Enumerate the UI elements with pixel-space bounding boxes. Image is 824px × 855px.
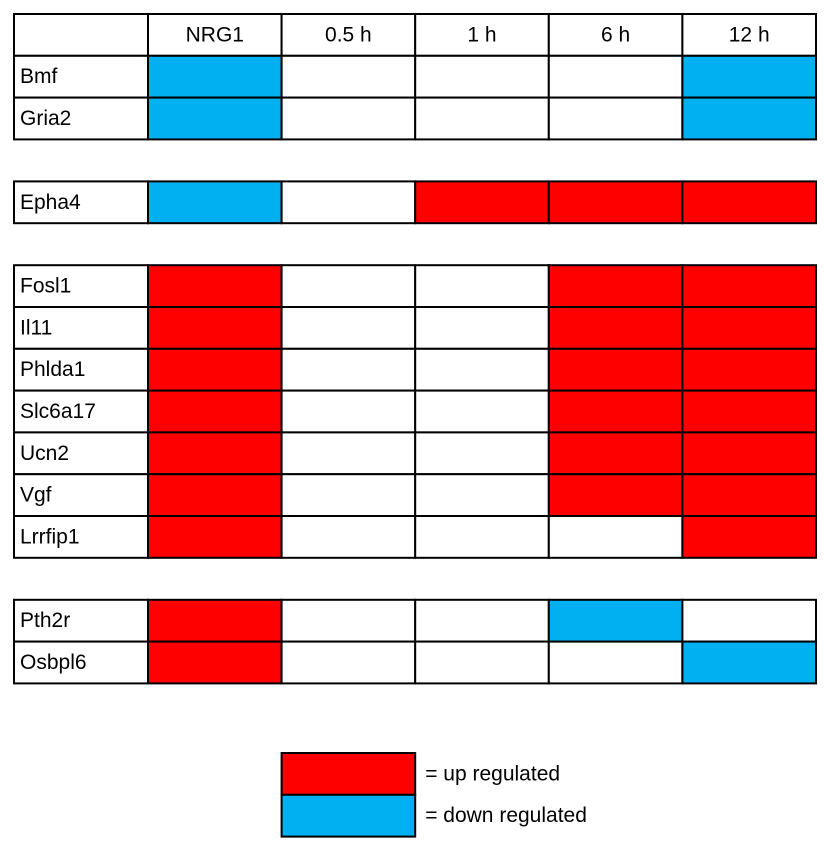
legend-label: = down regulated xyxy=(425,804,587,827)
gene-label: Bmf xyxy=(20,65,58,88)
table-cell xyxy=(280,515,417,559)
table-cell xyxy=(681,389,818,434)
table-cell xyxy=(147,96,283,141)
table-cell xyxy=(280,264,417,309)
table-cell xyxy=(280,598,417,643)
table-cell xyxy=(681,347,818,392)
table-cell xyxy=(147,473,283,518)
column-header: 12 h xyxy=(729,23,770,46)
table-cell xyxy=(280,96,417,141)
table-cell xyxy=(147,598,283,643)
table-cell xyxy=(681,96,818,141)
table-cell xyxy=(280,54,417,99)
table-cell xyxy=(414,431,550,476)
table-cell xyxy=(414,389,550,434)
gene-label: Fosl1 xyxy=(20,275,71,298)
table-cell xyxy=(414,180,550,225)
table-cell xyxy=(681,640,818,685)
table-cell xyxy=(547,473,684,518)
table-cell xyxy=(414,640,550,685)
table-cell xyxy=(280,793,417,838)
column-header: 0.5 h xyxy=(325,23,372,46)
table-cell xyxy=(547,598,684,643)
table-cell xyxy=(414,264,550,309)
column-header: 1 h xyxy=(467,23,496,46)
table-cell xyxy=(147,389,283,434)
table-cell xyxy=(414,96,550,141)
table-cell xyxy=(13,473,149,518)
table-cell xyxy=(681,598,818,643)
table-cell xyxy=(681,180,818,225)
table-cell xyxy=(681,264,818,309)
table-cell xyxy=(13,598,149,643)
table-cell xyxy=(681,54,818,99)
table-cell xyxy=(414,473,550,518)
table-cell xyxy=(681,473,818,518)
gene-label: Osbpl6 xyxy=(20,651,87,674)
table-cell xyxy=(280,180,417,225)
table-cell xyxy=(13,13,149,57)
table-cell xyxy=(280,306,417,350)
gene-label: Il11 xyxy=(20,316,52,339)
gene-label: Ucn2 xyxy=(20,442,69,465)
table-cell xyxy=(147,431,283,476)
gene-label: Epha4 xyxy=(20,191,81,214)
gene-label: Slc6a17 xyxy=(20,400,96,423)
table-cell xyxy=(414,306,550,350)
table-cell xyxy=(547,431,684,476)
table-cell xyxy=(681,515,818,559)
table-cell xyxy=(13,180,149,225)
gene-label: Pth2r xyxy=(20,609,70,632)
table-cell xyxy=(280,640,417,685)
table-cell xyxy=(280,347,417,392)
table-cell xyxy=(13,640,149,685)
table-cell xyxy=(13,54,149,99)
table-cell xyxy=(280,752,417,796)
table-cell xyxy=(147,180,283,225)
table-cell xyxy=(414,347,550,392)
gene-label: Phlda1 xyxy=(20,358,85,381)
table-cell xyxy=(681,306,818,350)
table-cell xyxy=(547,306,684,350)
table-cell xyxy=(147,306,283,350)
table-cell xyxy=(414,54,550,99)
gene-label: Lrrfip1 xyxy=(20,525,80,548)
table-cell xyxy=(280,13,417,57)
table-cell xyxy=(147,640,283,685)
table-cell xyxy=(13,389,149,434)
table-cell xyxy=(147,264,283,309)
table-cell xyxy=(147,13,283,57)
table-cell xyxy=(280,431,417,476)
table-cell xyxy=(147,54,283,99)
table-cell xyxy=(547,96,684,141)
column-header: 6 h xyxy=(601,23,630,46)
table-cell xyxy=(547,54,684,99)
gene-label: Vgf xyxy=(20,484,52,507)
table-cell xyxy=(280,473,417,518)
table-cell xyxy=(147,347,283,392)
table-cell xyxy=(547,515,684,559)
table-cell xyxy=(414,598,550,643)
table-cell xyxy=(547,264,684,309)
table-cell xyxy=(414,515,550,559)
table-cell xyxy=(13,306,149,350)
table-cell xyxy=(280,389,417,434)
legend-label: = up regulated xyxy=(425,762,560,785)
column-header: NRG1 xyxy=(186,23,244,46)
table-cell xyxy=(547,180,684,225)
table-cell xyxy=(13,96,149,141)
table-cell xyxy=(147,515,283,559)
table-cell xyxy=(547,347,684,392)
table-cell xyxy=(681,431,818,476)
table-cell xyxy=(547,389,684,434)
gene-label: Gria2 xyxy=(20,107,71,130)
table-cell xyxy=(547,640,684,685)
